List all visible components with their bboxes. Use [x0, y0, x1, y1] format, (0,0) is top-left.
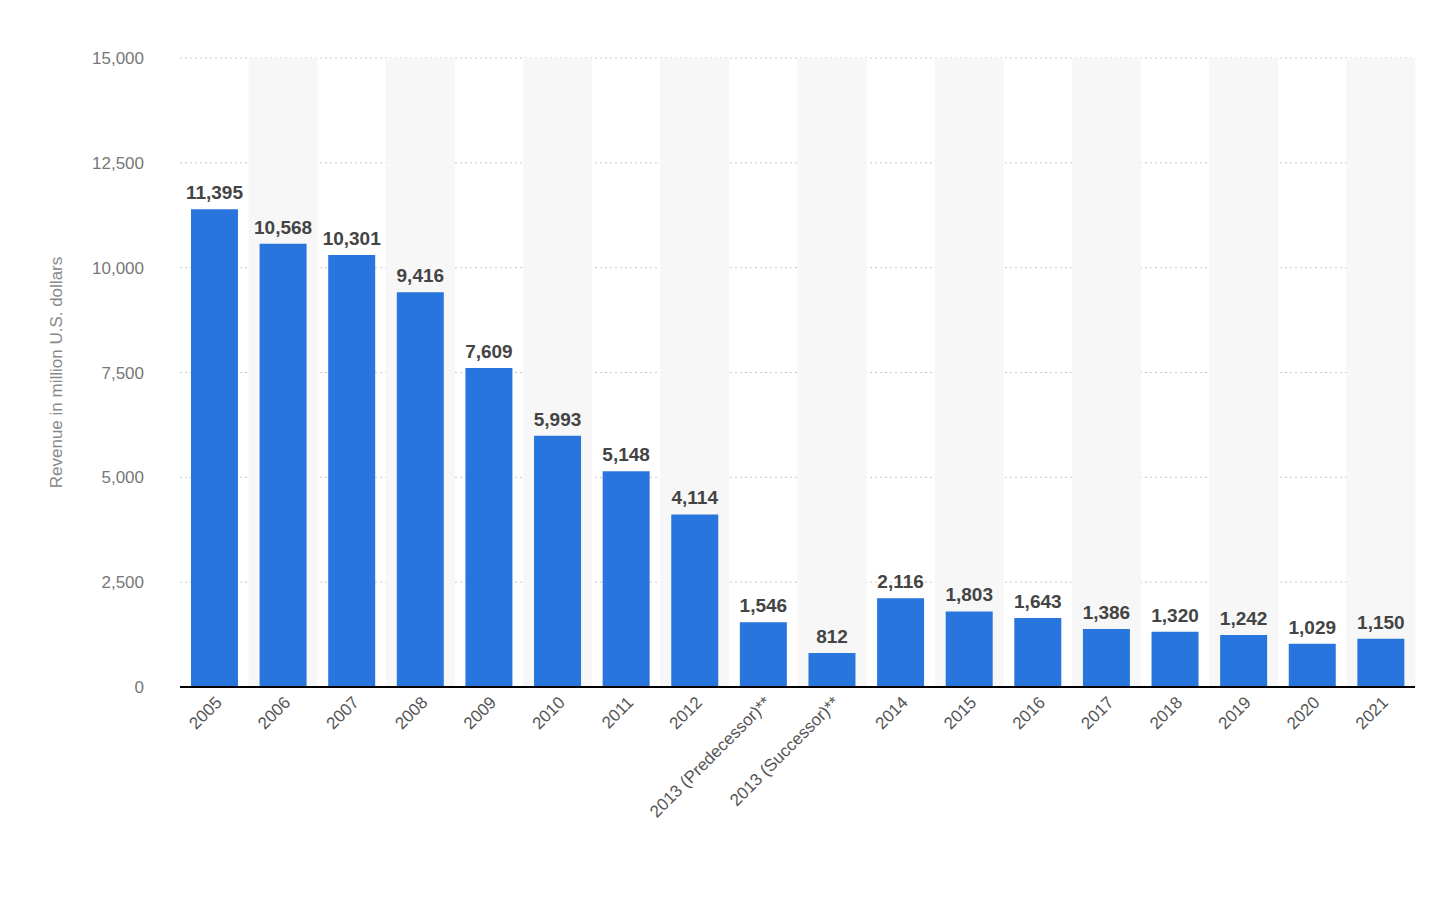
- svg-text:2007: 2007: [323, 693, 363, 733]
- svg-text:11,395: 11,395: [186, 182, 243, 203]
- svg-text:10,000: 10,000: [92, 259, 144, 278]
- svg-text:2017: 2017: [1077, 693, 1117, 733]
- svg-text:2,116: 2,116: [877, 571, 924, 592]
- svg-text:10,568: 10,568: [254, 217, 312, 238]
- svg-text:2013 (Predecessor)**: 2013 (Predecessor)**: [646, 693, 775, 822]
- svg-text:2006: 2006: [254, 693, 294, 733]
- svg-text:2020: 2020: [1283, 693, 1323, 733]
- svg-text:1,643: 1,643: [1014, 591, 1062, 612]
- svg-text:2009: 2009: [460, 693, 500, 733]
- svg-text:2005: 2005: [185, 693, 225, 733]
- svg-text:2019: 2019: [1215, 693, 1255, 733]
- svg-text:2,500: 2,500: [101, 573, 144, 592]
- svg-text:5,000: 5,000: [101, 468, 144, 487]
- svg-text:2012: 2012: [666, 693, 706, 733]
- svg-text:1,150: 1,150: [1357, 612, 1405, 633]
- svg-text:5,993: 5,993: [534, 409, 582, 430]
- svg-text:0: 0: [135, 678, 144, 697]
- svg-text:2015: 2015: [940, 693, 980, 733]
- svg-text:1,386: 1,386: [1083, 602, 1131, 623]
- svg-text:1,029: 1,029: [1288, 617, 1336, 638]
- svg-text:2016: 2016: [1009, 693, 1049, 733]
- svg-text:1,803: 1,803: [945, 584, 993, 605]
- svg-text:2008: 2008: [391, 693, 431, 733]
- svg-text:2018: 2018: [1146, 693, 1186, 733]
- svg-text:1,546: 1,546: [740, 595, 788, 616]
- svg-text:7,500: 7,500: [101, 364, 144, 383]
- svg-text:812: 812: [816, 626, 848, 647]
- svg-text:15,000: 15,000: [92, 49, 144, 68]
- svg-text:2013 (Successor)**: 2013 (Successor)**: [726, 693, 843, 810]
- svg-text:2011: 2011: [598, 693, 637, 732]
- svg-text:Revenue in million U.S. dollar: Revenue in million U.S. dollars: [47, 257, 66, 489]
- svg-text:1,320: 1,320: [1151, 605, 1199, 626]
- svg-text:4,114: 4,114: [672, 487, 719, 508]
- svg-text:1,242: 1,242: [1220, 608, 1268, 629]
- svg-text:2014: 2014: [872, 693, 912, 733]
- svg-text:9,416: 9,416: [397, 265, 445, 286]
- svg-text:7,609: 7,609: [465, 341, 513, 362]
- svg-text:5,148: 5,148: [602, 444, 650, 465]
- svg-text:2010: 2010: [529, 693, 569, 733]
- svg-text:2021: 2021: [1352, 693, 1392, 733]
- svg-text:12,500: 12,500: [92, 154, 144, 173]
- svg-text:10,301: 10,301: [323, 228, 382, 249]
